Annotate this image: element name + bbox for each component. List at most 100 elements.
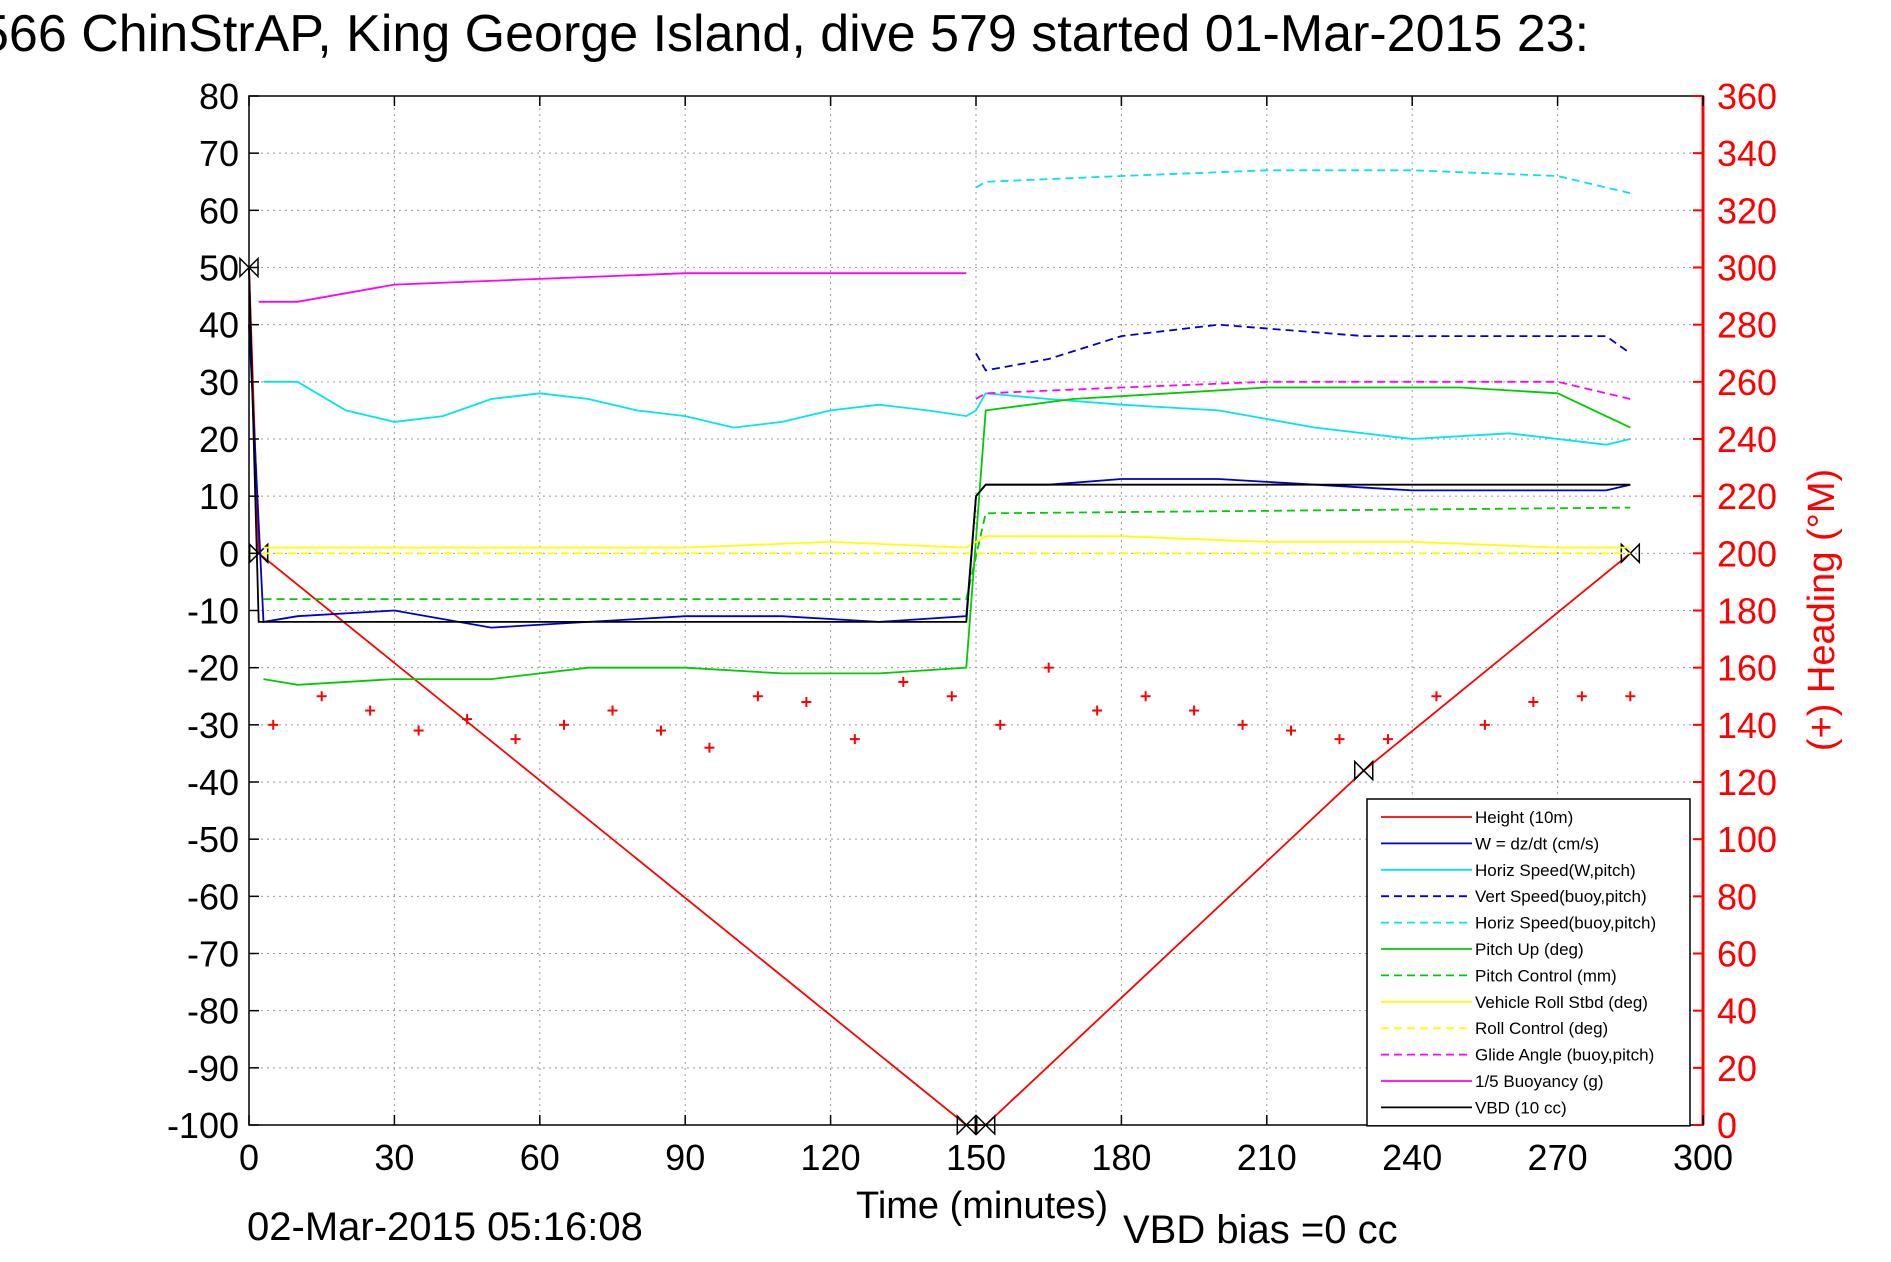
heading-point	[1382, 734, 1393, 745]
y-tick-label: 50	[199, 248, 239, 289]
heading-point	[413, 725, 424, 736]
y2-tick-label: 340	[1717, 133, 1777, 174]
y2-tick-label: 220	[1717, 476, 1777, 517]
heading-point	[365, 705, 376, 716]
x-axis-ticks: 0 30 60 90 120 150 180 210 240 270 300	[239, 96, 1733, 1178]
height-marker	[1620, 542, 1641, 565]
x-tick-label: 0	[239, 1137, 259, 1178]
y-tick-label: -50	[187, 819, 239, 860]
x-tick-label: 240	[1382, 1137, 1442, 1178]
heading-point	[704, 742, 715, 753]
series-line	[248, 324, 1631, 629]
y-tick-label: 70	[199, 133, 239, 174]
right-axis-ticks: 3603403203002802602402202001801601401201…	[1693, 76, 1777, 1146]
series-line	[258, 272, 967, 303]
y2-tick-label: 200	[1717, 533, 1777, 574]
heading-point	[1625, 691, 1636, 702]
height-marker	[975, 1114, 996, 1136]
legend-box	[1366, 798, 1691, 1127]
heading-point	[1092, 705, 1103, 716]
legend-label: Pitch Control (mm)	[1475, 966, 1617, 985]
legend-label: VBD (10 cc)	[1475, 1098, 1567, 1117]
y-tick-label: 30	[199, 362, 239, 403]
heading-point	[1576, 691, 1587, 702]
heading-point	[1286, 725, 1297, 736]
height-marker	[1353, 759, 1374, 782]
y2-tick-label: 0	[1717, 1105, 1737, 1146]
heading-point	[801, 696, 812, 707]
y2-tick-label: 100	[1717, 819, 1777, 860]
heading-point	[559, 719, 570, 730]
series-line	[975, 169, 1631, 195]
heading-point	[655, 725, 666, 736]
y-tick-label: -40	[187, 762, 239, 803]
footer-timestamp: 02-Mar-2015 05:16:08	[247, 1205, 643, 1249]
legend-label: Pitch Up (deg)	[1475, 940, 1584, 959]
y-tick-label: -60	[187, 876, 239, 917]
y2-tick-label: 140	[1717, 705, 1777, 746]
heading-point	[752, 691, 763, 702]
y2-tick-label: 40	[1717, 991, 1757, 1032]
heading-point	[1237, 719, 1248, 730]
y2-tick-label: 280	[1717, 305, 1777, 346]
y-tick-label: -70	[187, 934, 239, 975]
series-line	[975, 380, 1631, 400]
legend-label: Roll Control (deg)	[1475, 1019, 1608, 1038]
heading-point	[1043, 662, 1054, 673]
legend: Height (10m) W = dz/dt (cm/s) Horiz Speed(…	[1366, 798, 1691, 1127]
y2-tick-label: 320	[1717, 190, 1777, 231]
y-tick-label: 80	[199, 76, 239, 117]
series-line	[263, 386, 1631, 686]
y-tick-label: -20	[187, 648, 239, 689]
series-line	[263, 380, 1631, 446]
series-line	[263, 506, 1631, 600]
x-axis-label: Time (minutes)	[856, 1185, 1108, 1227]
legend-label: 1/5 Buoyancy (g)	[1475, 1072, 1604, 1091]
legend-label: Glide Angle (buoy,pitch)	[1475, 1046, 1654, 1065]
right-axis-label: (+) Heading (°M)	[1801, 469, 1843, 751]
heading-point	[995, 719, 1006, 730]
heading-point	[268, 719, 279, 730]
legend-label: Height (10m)	[1475, 808, 1573, 827]
heading-point	[849, 734, 860, 745]
y2-tick-label: 80	[1717, 876, 1757, 917]
y2-tick-label: 60	[1717, 934, 1757, 975]
y-tick-label: 0	[219, 533, 239, 574]
x-tick-label: 300	[1673, 1137, 1733, 1178]
y2-tick-label: 240	[1717, 419, 1777, 460]
y-tick-label: -100	[167, 1105, 239, 1146]
heading-point	[607, 705, 618, 716]
y-tick-label: -30	[187, 705, 239, 746]
y2-tick-label: 260	[1717, 362, 1777, 403]
chart-title: 566 ChinStrAP, King George Island, dive …	[0, 5, 1590, 63]
x-tick-label: 120	[801, 1137, 861, 1178]
footer-vbd-bias: VBD bias =0 cc	[1123, 1208, 1398, 1252]
y2-tick-label: 120	[1717, 762, 1777, 803]
legend-label: Horiz Speed(W,pitch)	[1475, 861, 1636, 880]
y-tick-label: -10	[187, 591, 239, 632]
y2-tick-label: 20	[1717, 1048, 1757, 1089]
x-tick-label: 60	[520, 1137, 560, 1178]
y-tick-label: -90	[187, 1048, 239, 1089]
x-tick-label: 90	[665, 1137, 705, 1178]
y2-tick-label: 160	[1717, 648, 1777, 689]
series-line	[248, 267, 1631, 623]
y-tick-label: 10	[199, 476, 239, 517]
heading-point	[1189, 705, 1200, 716]
x-tick-label: 210	[1237, 1137, 1297, 1178]
y-tick-label: -80	[187, 991, 239, 1032]
heading-point	[1479, 719, 1490, 730]
x-tick-label: 150	[946, 1137, 1006, 1178]
legend-label: Vert Speed(buoy,pitch)	[1475, 887, 1647, 906]
heading-point	[946, 691, 957, 702]
y-tick-label: 40	[199, 305, 239, 346]
y2-tick-label: 180	[1717, 591, 1777, 632]
x-tick-label: 30	[374, 1137, 414, 1178]
heading-point	[898, 676, 909, 687]
heading-point	[1140, 691, 1151, 702]
series-line	[975, 323, 1631, 372]
heading-point	[1334, 734, 1345, 745]
heading-point	[1528, 696, 1539, 707]
height-marker	[239, 256, 259, 279]
